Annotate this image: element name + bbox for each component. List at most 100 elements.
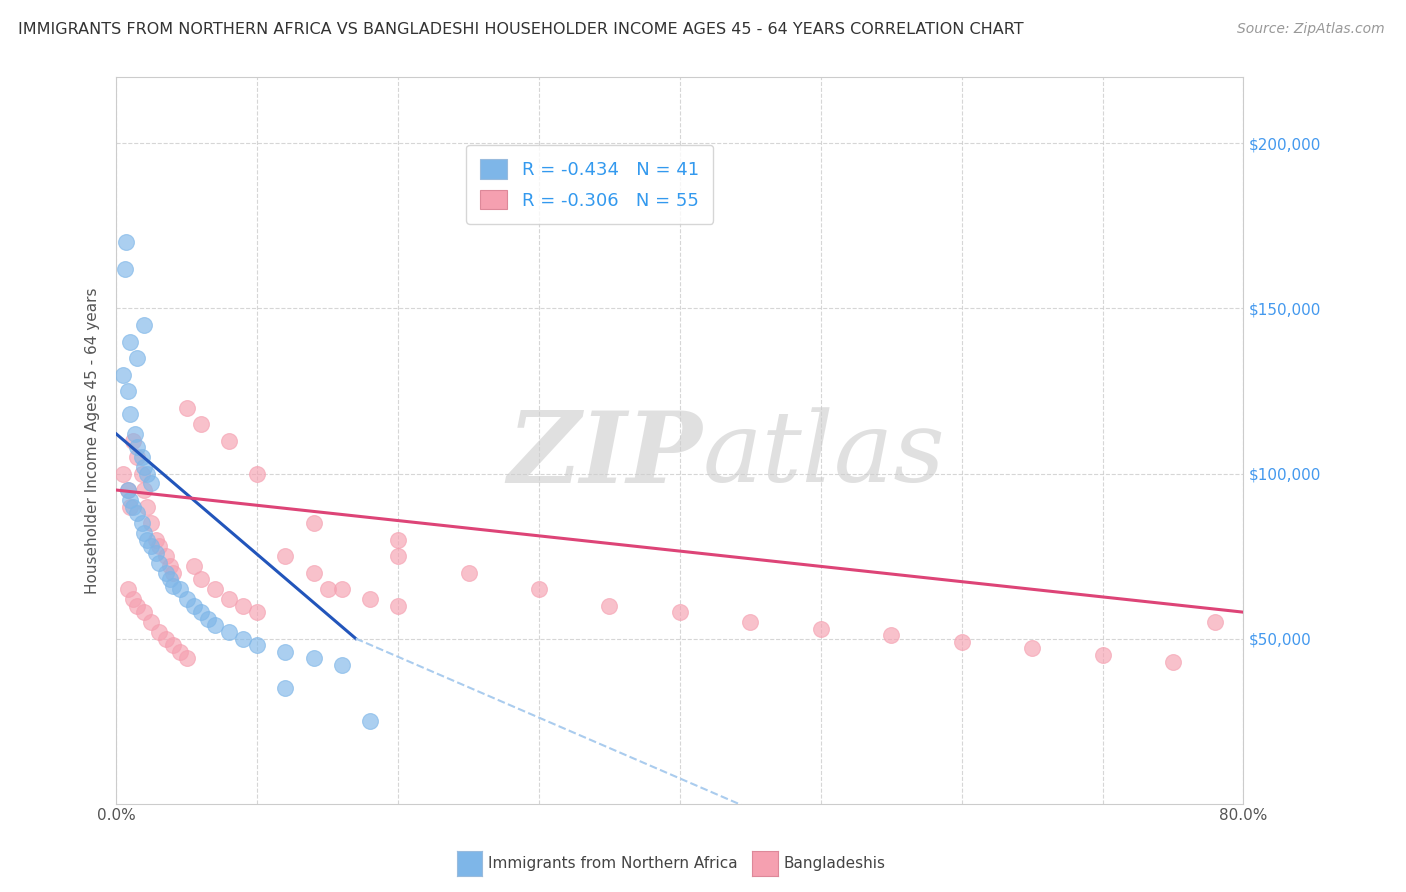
Point [810, 622, 832, 636]
Text: IMMIGRANTS FROM NORTHERN AFRICA VS BANGLADESHI HOUSEHOLDER INCOME AGES 45 - 64 Y: IMMIGRANTS FROM NORTHERN AFRICA VS BANGL… [18, 22, 1024, 37]
Point [740, 615, 762, 629]
Point [302, 566, 325, 580]
Point [114, 261, 136, 276]
Point [176, 651, 198, 665]
Point [134, 605, 156, 619]
Point [155, 549, 177, 563]
Point [457, 566, 479, 580]
Point [1091, 648, 1114, 662]
Point [246, 605, 269, 619]
Point [127, 506, 149, 520]
Point [330, 582, 353, 596]
Point [127, 351, 149, 365]
Point [330, 657, 353, 672]
Text: ZIP: ZIP [508, 407, 703, 503]
Point [148, 556, 170, 570]
Point [134, 318, 156, 332]
Point [190, 572, 212, 586]
Point [359, 591, 381, 606]
Point [122, 591, 145, 606]
Text: atlas: atlas [703, 408, 945, 503]
Point [136, 467, 159, 481]
Point [134, 459, 156, 474]
Point [176, 591, 198, 606]
Point [204, 618, 226, 632]
Point [232, 632, 254, 646]
Point [112, 368, 135, 382]
Point [120, 334, 142, 349]
Legend: R = -0.434   N = 41, R = -0.306   N = 55: R = -0.434 N = 41, R = -0.306 N = 55 [465, 145, 713, 224]
Point [141, 615, 163, 629]
Point [131, 467, 153, 481]
Point [387, 549, 409, 563]
Point [218, 434, 240, 448]
Point [131, 450, 153, 464]
Point [134, 525, 156, 540]
Point [1161, 655, 1184, 669]
Point [120, 407, 142, 421]
Point [127, 599, 149, 613]
Point [112, 467, 135, 481]
Point [176, 401, 198, 415]
Point [134, 483, 156, 497]
Y-axis label: Householder Income Ages 45 - 64 years: Householder Income Ages 45 - 64 years [86, 287, 100, 594]
Point [122, 434, 145, 448]
Point [204, 582, 226, 596]
Point [316, 582, 339, 596]
Point [669, 605, 692, 619]
Point [218, 591, 240, 606]
Point [598, 599, 620, 613]
Point [302, 516, 325, 530]
Point [190, 417, 212, 431]
Point [117, 582, 139, 596]
Point [162, 579, 184, 593]
Point [1021, 641, 1043, 656]
Point [359, 714, 381, 728]
Point [141, 516, 163, 530]
Point [274, 549, 297, 563]
Point [120, 492, 142, 507]
Point [183, 558, 205, 573]
Point [127, 440, 149, 454]
Point [302, 651, 325, 665]
Text: Immigrants from Northern Africa: Immigrants from Northern Africa [488, 856, 738, 871]
Point [246, 638, 269, 652]
Point [387, 599, 409, 613]
Point [246, 467, 269, 481]
Point [131, 516, 153, 530]
Point [145, 533, 167, 547]
Point [1204, 615, 1226, 629]
Point [190, 605, 212, 619]
Point [117, 483, 139, 497]
Point [117, 384, 139, 398]
Point [117, 483, 139, 497]
Point [120, 500, 142, 514]
Point [274, 645, 297, 659]
Point [141, 476, 163, 491]
Point [155, 632, 177, 646]
Point [136, 500, 159, 514]
Point [527, 582, 550, 596]
Point [159, 558, 181, 573]
Point [183, 599, 205, 613]
Point [880, 628, 903, 642]
Point [122, 500, 145, 514]
Point [387, 533, 409, 547]
Point [141, 539, 163, 553]
Point [169, 582, 191, 596]
Point [148, 539, 170, 553]
Point [232, 599, 254, 613]
Point [169, 645, 191, 659]
Point [950, 635, 973, 649]
Point [162, 566, 184, 580]
Point [115, 235, 138, 250]
Point [124, 426, 146, 441]
Point [155, 566, 177, 580]
Text: Bangladeshis: Bangladeshis [783, 856, 886, 871]
Point [197, 612, 219, 626]
Point [127, 450, 149, 464]
Point [218, 624, 240, 639]
Point [274, 681, 297, 695]
Text: Source: ZipAtlas.com: Source: ZipAtlas.com [1237, 22, 1385, 37]
Point [136, 533, 159, 547]
